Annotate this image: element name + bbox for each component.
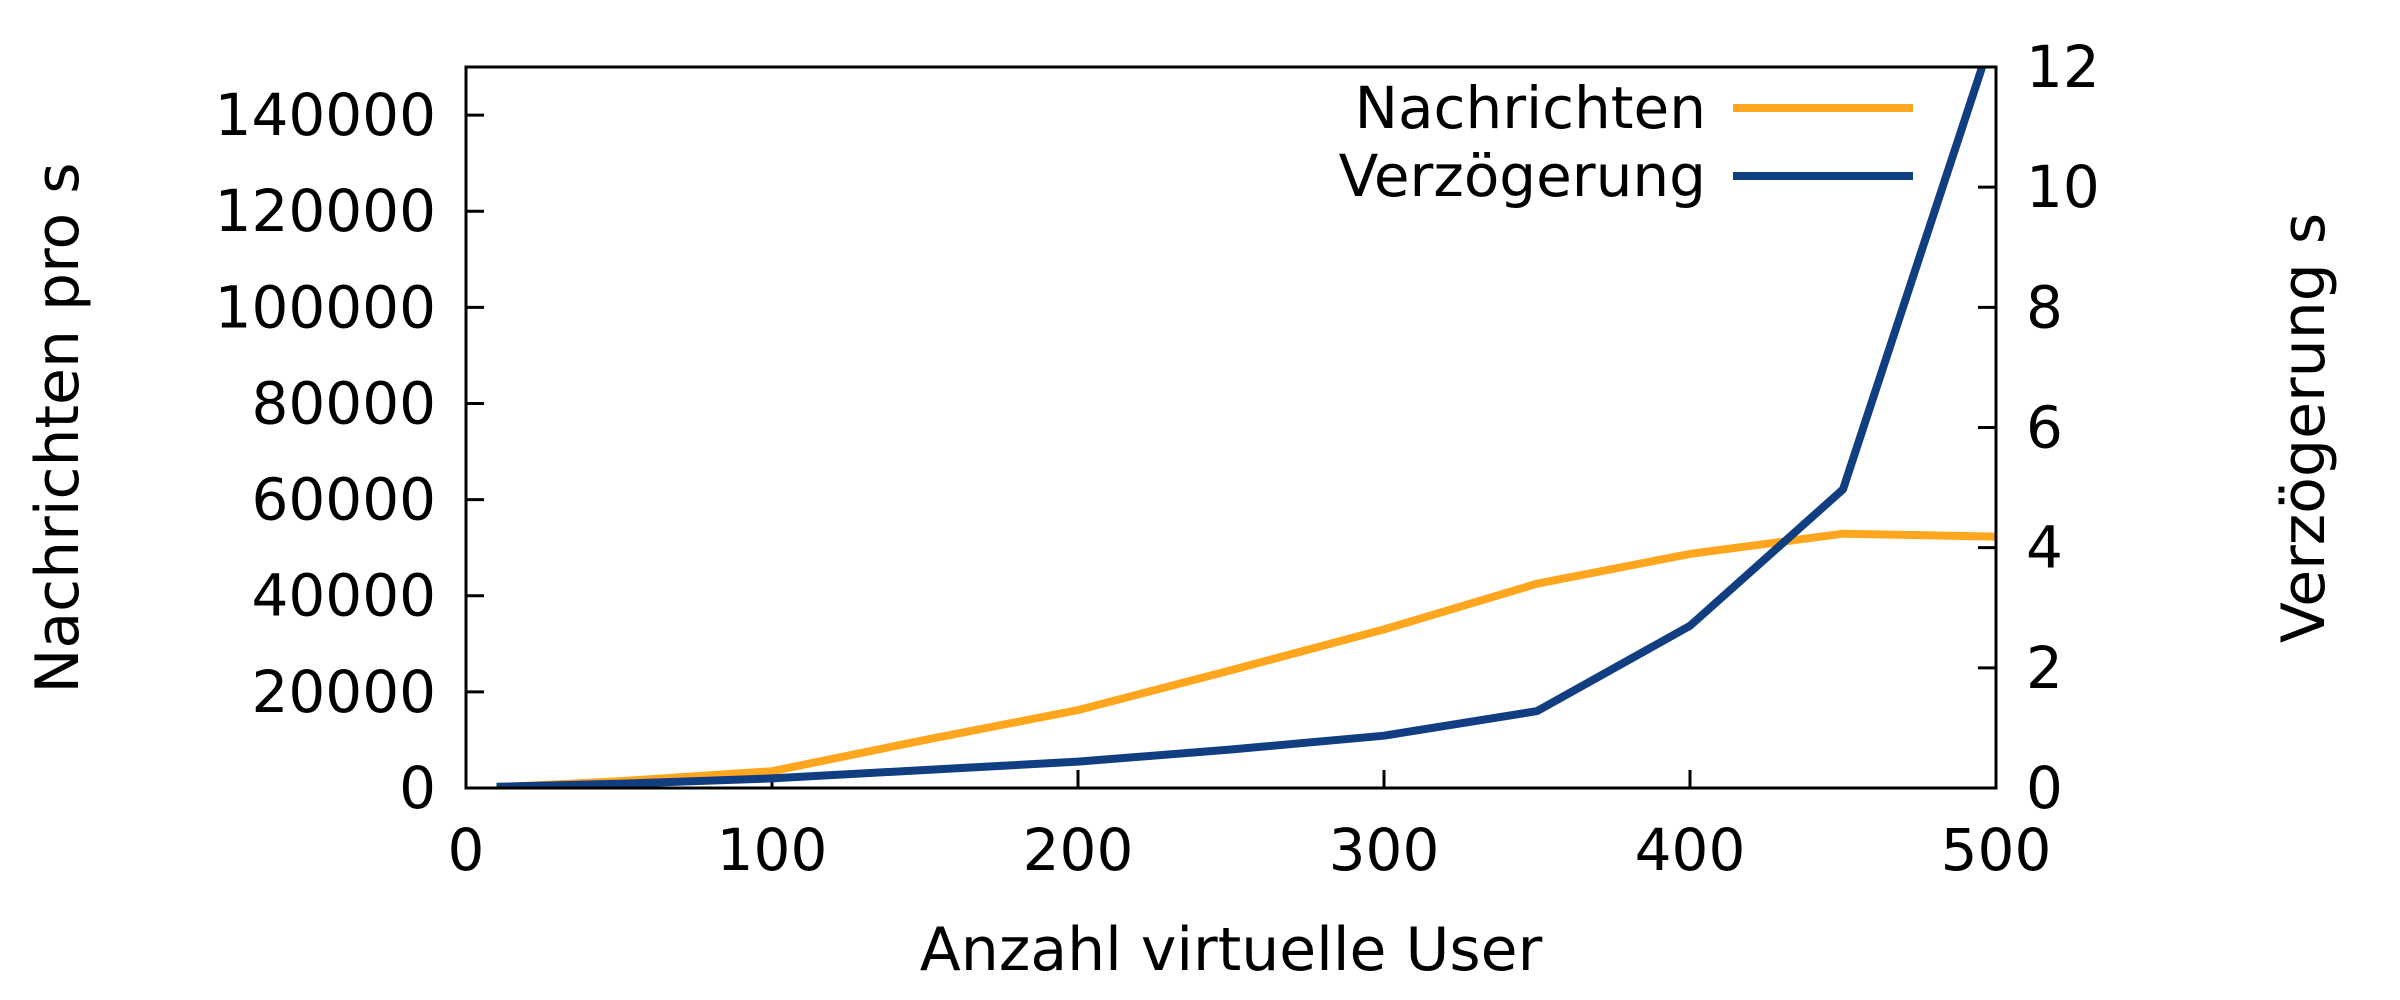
y-left-axis-title: Nachrichten pro s [23,162,93,693]
y-right-tick-label: 4 [2026,514,2063,582]
x-axis-title: Anzahl virtuelle User [920,915,1543,985]
y-left-tick-label: 140000 [215,81,436,149]
legend-label-verzoegerung: Verzögerung [1339,142,1706,210]
plot-border [464,65,1998,790]
x-tick-label: 400 [1635,816,1746,884]
y-right-tick-label: 12 [2026,33,2100,101]
y-left-tick-label: 80000 [251,369,436,437]
y-left-tick-label: 120000 [215,177,436,245]
x-tick-label: 200 [1023,816,1134,884]
x-tick-label: 300 [1329,816,1440,884]
y-left-tick-label: 0 [399,754,436,822]
x-tick-label: 500 [1941,816,2052,884]
y-right-tick-label: 8 [2026,273,2063,341]
y-right-tick-label: 0 [2026,754,2063,822]
x-tick-label: 0 [448,816,485,884]
legend-label-nachrichten: Nachrichten [1355,74,1706,142]
y-right-tick-label: 10 [2026,153,2100,221]
y-right-tick-label: 2 [2026,634,2063,702]
y-left-tick-label: 40000 [251,562,436,630]
y-right-axis-title: Verzögerung s [2269,213,2339,643]
y-left-tick-label: 60000 [251,466,436,534]
y-right-tick-label: 6 [2026,394,2063,462]
y-left-tick-label: 20000 [251,658,436,726]
y-left-tick-label: 100000 [215,273,436,341]
x-tick-label: 100 [717,816,828,884]
series-line-nachrichten [496,529,1996,788]
plot-dynamic-layer: 0 100 200 300 400 500020000400006000080000100… [215,33,2100,884]
series-line-verzgerung [496,67,1987,788]
